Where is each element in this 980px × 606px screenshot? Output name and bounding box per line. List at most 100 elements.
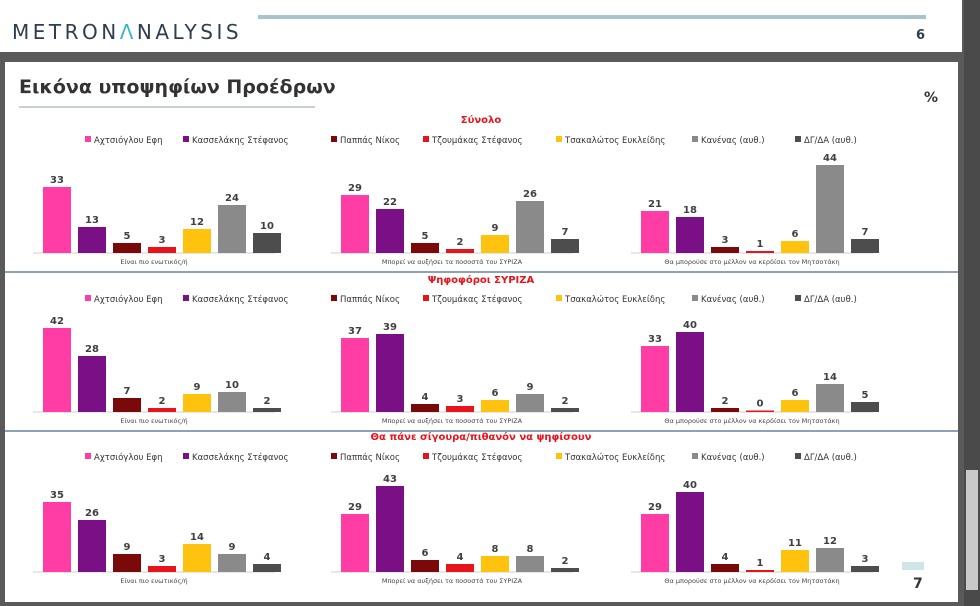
legend-label: Τσακαλώτος Ευκλείδης xyxy=(564,452,665,463)
bar xyxy=(851,239,879,253)
category-label: Θα μπορούσε στο μέλλον να κερδίσει τον Μ… xyxy=(664,577,839,585)
bar xyxy=(113,243,141,253)
bar xyxy=(641,211,669,253)
data-label: 28 xyxy=(85,344,99,355)
bar xyxy=(341,514,369,572)
data-label: 33 xyxy=(648,334,662,345)
data-label: 1 xyxy=(757,239,764,250)
legend-swatch xyxy=(556,295,562,301)
data-label: 3 xyxy=(862,554,869,565)
legend-label: Τζουμάκας Στέφανος xyxy=(431,135,522,146)
bar xyxy=(43,502,71,572)
bar xyxy=(183,229,211,253)
legend-swatch xyxy=(795,295,801,301)
bar xyxy=(78,520,106,572)
bar xyxy=(446,406,474,412)
data-label: 4 xyxy=(422,392,429,403)
data-label: 2 xyxy=(457,237,464,248)
bar xyxy=(711,408,739,412)
logo-rest-text: NALYSIS xyxy=(137,20,242,44)
legend-swatch xyxy=(183,136,189,142)
bar xyxy=(816,548,844,572)
legend-label: Αχτσιόγλου Εφη xyxy=(94,452,163,463)
bar xyxy=(411,243,439,253)
bar xyxy=(781,550,809,572)
category-label: Είναι πιο ενωτικός/ή xyxy=(120,417,187,425)
data-label: 9 xyxy=(527,382,534,393)
data-label: 29 xyxy=(348,183,362,194)
data-label: 2 xyxy=(562,396,569,407)
legend-label: ΔΓ/ΔΑ (αυθ.) xyxy=(804,453,857,463)
category-label: Μπορεί να αυξήσει τα ποσοστά του ΣΥΡΙΖΑ xyxy=(382,417,523,425)
legend-label: ΔΓ/ΔΑ (αυθ.) xyxy=(804,136,857,146)
previous-page-bottom: METRONΛNALYSIS 6 xyxy=(0,0,962,52)
bar xyxy=(113,554,141,572)
data-label: 2 xyxy=(159,396,166,407)
bar xyxy=(411,560,439,572)
data-label: 44 xyxy=(823,153,837,164)
data-label: 12 xyxy=(190,217,204,228)
legend-swatch xyxy=(423,453,429,459)
legend-swatch xyxy=(331,136,337,142)
data-label: 9 xyxy=(124,542,131,553)
metron-analysis-logo: METRONΛNALYSIS xyxy=(12,20,242,44)
data-label: 22 xyxy=(383,197,397,208)
data-label: 18 xyxy=(683,205,697,216)
data-label: 35 xyxy=(50,490,64,501)
data-label: 21 xyxy=(648,199,662,210)
legend-label: Τσακαλώτος Ευκλείδης xyxy=(564,294,665,305)
category-label: Θα μπορούσε στο μέλλον να κερδίσει τον Μ… xyxy=(664,258,839,266)
data-label: 8 xyxy=(492,544,499,555)
bar xyxy=(43,328,71,412)
scrollbar-thumb[interactable] xyxy=(966,470,978,590)
data-label: 14 xyxy=(823,372,837,383)
data-label: 9 xyxy=(194,382,201,393)
legend-label: Κασσελάκης Στέφανος xyxy=(192,135,289,146)
bar xyxy=(376,209,404,253)
data-label: 7 xyxy=(562,227,569,238)
bar xyxy=(641,346,669,412)
bar xyxy=(746,251,774,253)
data-label: 42 xyxy=(50,316,64,327)
legend-swatch xyxy=(556,453,562,459)
bar xyxy=(816,384,844,412)
data-label: 26 xyxy=(85,508,99,519)
data-label: 0 xyxy=(757,399,764,410)
legend-swatch xyxy=(85,453,91,459)
data-label: 6 xyxy=(492,388,499,399)
bar xyxy=(781,400,809,412)
category-label: Μπορεί να αυξήσει τα ποσοστά του ΣΥΡΙΖΑ xyxy=(382,258,523,266)
data-label: 43 xyxy=(383,474,397,485)
bar xyxy=(781,241,809,253)
bar xyxy=(481,235,509,253)
bar xyxy=(148,408,176,412)
bar xyxy=(551,239,579,253)
data-label: 37 xyxy=(348,326,362,337)
category-label: Θα μπορούσε στο μέλλον να κερδίσει τον Μ… xyxy=(664,417,839,425)
bar xyxy=(711,564,739,572)
panel-title: Θα πάνε σίγουρα/πιθανόν να ψηφίσουν xyxy=(371,431,592,443)
legend-swatch xyxy=(692,136,698,142)
bar xyxy=(851,402,879,412)
legend-label: Τζουμάκας Στέφανος xyxy=(431,294,522,305)
bar xyxy=(516,556,544,572)
legend-swatch xyxy=(85,295,91,301)
data-label: 1 xyxy=(757,558,764,569)
bar xyxy=(341,338,369,412)
data-label: 4 xyxy=(457,552,464,563)
bar xyxy=(711,247,739,253)
bar xyxy=(516,201,544,253)
legend-label: Κανένας (αυθ.) xyxy=(701,452,765,463)
bar xyxy=(676,492,704,572)
legend-label: Αχτσιόγλου Εφη xyxy=(94,294,163,305)
bar xyxy=(253,564,281,572)
bar xyxy=(253,233,281,253)
data-label: 2 xyxy=(562,556,569,567)
bar xyxy=(376,334,404,412)
bar xyxy=(446,564,474,572)
data-label: 5 xyxy=(422,231,429,242)
legend-swatch xyxy=(423,136,429,142)
legend-label: Κασσελάκης Στέφανος xyxy=(192,452,289,463)
panel-title: Ψηφοφόροι ΣΥΡΙΖΑ xyxy=(428,274,535,286)
bar xyxy=(341,195,369,253)
